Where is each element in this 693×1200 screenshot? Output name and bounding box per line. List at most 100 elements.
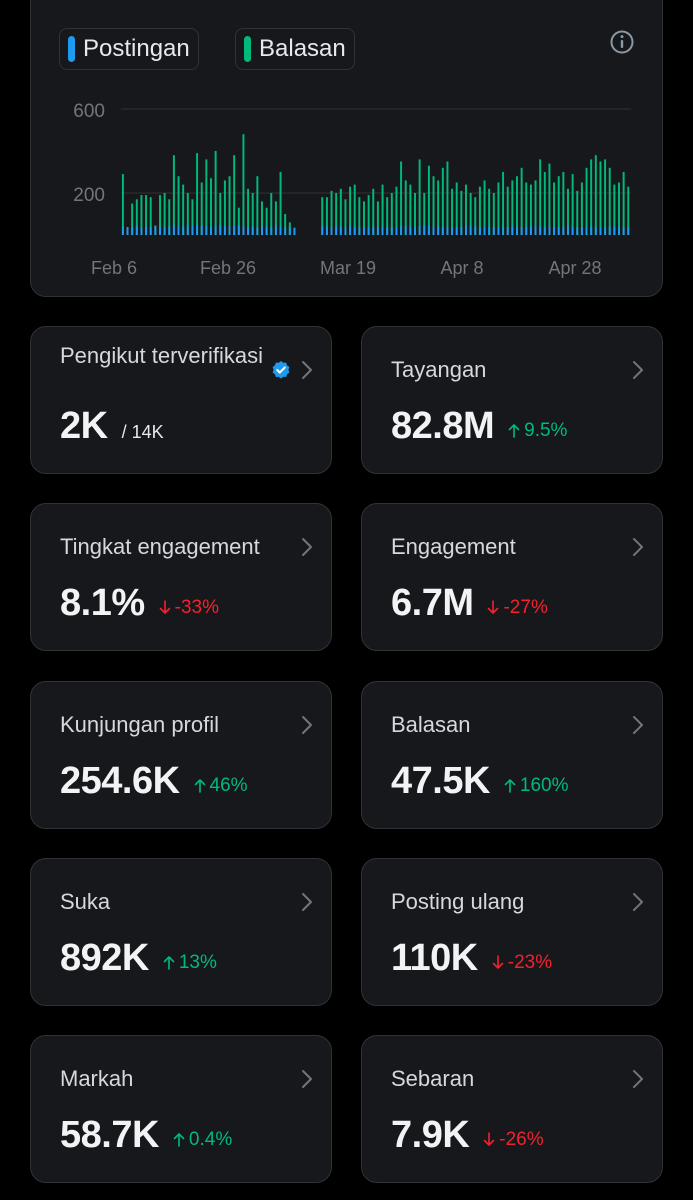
legend-replies-toggle[interactable]: Balasan — [235, 28, 355, 70]
posts-bar — [511, 226, 514, 235]
posts-bar — [529, 226, 532, 235]
replies-bar — [339, 188, 342, 235]
arrow-up-icon — [163, 956, 175, 970]
posts-bar — [506, 227, 509, 235]
posts-bar — [543, 227, 546, 235]
posts-bar — [553, 226, 556, 235]
posts-bar — [353, 226, 356, 235]
replies-bar — [469, 193, 472, 235]
replies-bar — [251, 193, 254, 235]
metric-value-row: 8.1% -33% — [60, 582, 219, 628]
posts-bar — [460, 226, 463, 235]
metric-change-value: -26% — [499, 1128, 544, 1150]
replies-bar — [534, 180, 537, 235]
legend-replies-label: Balasan — [259, 35, 346, 62]
posts-bar — [451, 227, 454, 235]
posts-bar — [525, 226, 528, 235]
posts-bar — [381, 226, 384, 235]
posts-bar — [409, 226, 412, 235]
posts-bar — [135, 226, 138, 235]
posts-bar — [594, 226, 597, 235]
posts-bar — [159, 226, 161, 235]
posts-bar — [599, 227, 602, 235]
replies-bar — [414, 193, 416, 235]
posts-bar — [321, 226, 324, 235]
metric-value-row: 58.7K 0.4% — [60, 1114, 232, 1160]
replies-bar — [455, 182, 458, 235]
replies-bar — [145, 195, 148, 235]
metric-change-value: -23% — [507, 951, 553, 973]
metric-card[interactable]: Sebaran 7.9K -26% — [361, 1035, 663, 1183]
replies-bar — [223, 180, 226, 235]
metric-change-value: 46% — [209, 774, 248, 796]
y-tick-label: 600 — [73, 101, 105, 122]
posts-bar — [404, 225, 407, 235]
metric-card[interactable]: Tingkat engagement 8.1% -33% — [30, 503, 332, 651]
metric-card[interactable]: Pengikut terverifikasi 2K / 14K — [30, 326, 332, 474]
x-tick-label: Apr 28 — [548, 258, 601, 278]
replies-bar — [135, 199, 138, 235]
metric-total: / 14K — [121, 422, 164, 442]
metric-value-row: 47.5K 160% — [391, 760, 569, 806]
metric-card[interactable]: Engagement 6.7M -27% — [361, 503, 663, 651]
chevron-right-icon — [633, 361, 643, 379]
posts-bar — [414, 227, 416, 235]
posts-color-swatch — [68, 36, 75, 62]
replies-bar — [483, 180, 486, 235]
posts-bar — [372, 226, 375, 235]
replies-bar — [451, 188, 454, 235]
metric-change-value: -33% — [174, 596, 219, 618]
replies-bar — [233, 155, 236, 235]
replies-bar — [529, 184, 532, 235]
metric-card[interactable]: Kunjungan profil 254.6K 46% — [30, 681, 332, 829]
replies-bar — [270, 193, 273, 235]
posts-bar — [539, 226, 542, 235]
replies-bar — [441, 167, 444, 235]
metric-card[interactable]: Markah 58.7K 0.4% — [30, 1035, 332, 1183]
posts-bar — [223, 226, 226, 235]
arrow-up-icon — [504, 779, 516, 793]
replies-bar — [465, 184, 467, 235]
posts-bar — [284, 227, 287, 235]
chevron-right-icon — [302, 1070, 312, 1088]
replies-bar — [182, 184, 185, 235]
metric-label: Sebaran — [391, 1066, 475, 1091]
replies-bar — [200, 182, 203, 235]
metric-card[interactable]: Suka 892K 13% — [30, 858, 332, 1006]
posts-bar — [604, 227, 607, 235]
metric-card[interactable]: Posting ulang 110K -23% — [361, 858, 663, 1006]
posts-bar — [618, 226, 620, 235]
metric-card[interactable]: Tayangan 82.8M 9.5% — [361, 326, 663, 474]
metric-label: Pengikut terverifikasi — [60, 343, 263, 368]
replies-bar — [543, 172, 546, 235]
replies-bar — [400, 161, 403, 235]
replies-bar — [186, 193, 189, 235]
posts-bar — [205, 226, 208, 235]
chevron-right-icon — [302, 893, 312, 911]
metric-change-value: 13% — [178, 951, 217, 973]
chevron-right-icon — [633, 716, 643, 734]
arrow-down-icon — [159, 600, 170, 614]
metric-label: Tingkat engagement — [60, 534, 260, 559]
replies-bar — [557, 176, 560, 235]
posts-bar — [251, 226, 254, 235]
posts-bar — [214, 225, 217, 235]
replies-bar — [622, 172, 625, 235]
replies-bar — [576, 190, 579, 235]
replies-color-swatch — [244, 36, 251, 62]
replies-bar — [335, 193, 338, 235]
replies-bar — [437, 180, 440, 235]
posts-bar — [585, 226, 588, 235]
metric-card[interactable]: Balasan 47.5K 160% — [361, 681, 663, 829]
posts-bar — [168, 226, 171, 235]
replies-bar — [599, 161, 602, 235]
posts-bar — [145, 226, 148, 235]
posts-bar — [149, 227, 152, 235]
replies-bar — [590, 159, 593, 235]
legend-posts-toggle[interactable]: Postingan — [59, 28, 199, 70]
info-icon[interactable] — [609, 29, 635, 55]
replies-bar — [474, 197, 477, 235]
metric-change-value: 160% — [519, 774, 569, 796]
posts-bar — [200, 225, 203, 235]
metric-change: 13% — [163, 952, 217, 974]
